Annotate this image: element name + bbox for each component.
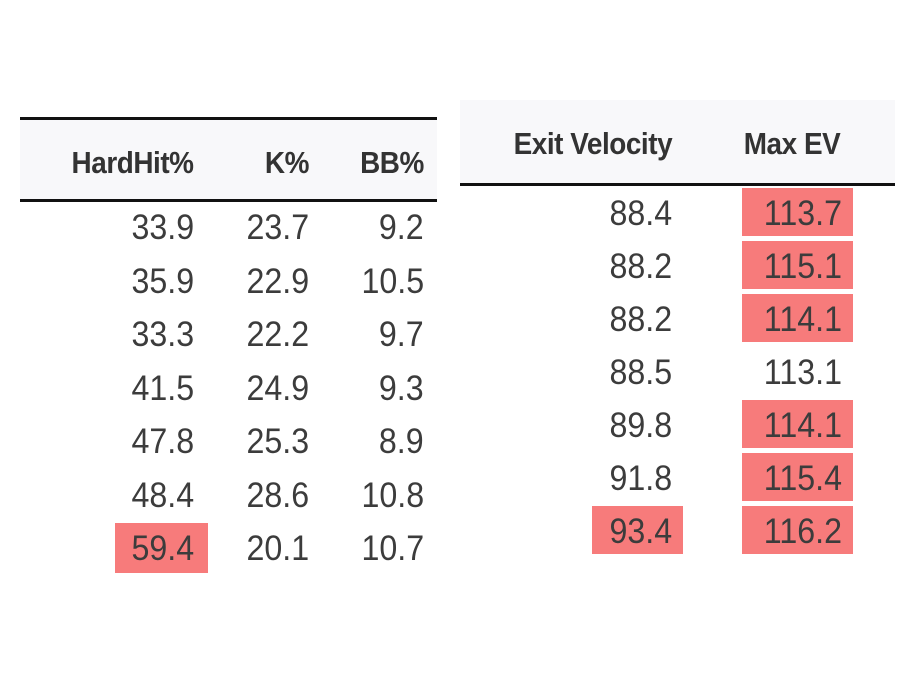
highlight-cell-bg	[115, 523, 208, 573]
cell-k-pct: 24.9	[246, 368, 309, 408]
header-max-ev: Max EV	[743, 126, 840, 161]
cell-max-ev: 116.2	[763, 512, 842, 551]
cell-bb-pct: 10.7	[361, 529, 424, 568]
cell-k-pct: 23.7	[246, 208, 309, 247]
cell-bb-pct: 9.2	[379, 208, 424, 247]
table-row: 35.9 22.9 10.5	[20, 256, 437, 310]
header-hardhit: HardHit%	[72, 145, 194, 180]
cell-max-ev: 115.4	[763, 459, 842, 498]
cell-exit-velocity: 89.8	[609, 406, 672, 445]
cell-hardhit: 33.9	[131, 208, 194, 247]
table-header: Exit Velocity Max EV	[460, 100, 895, 186]
cell-hardhit: 59.4	[131, 529, 194, 568]
table-row: 93.4 116.2	[460, 504, 895, 557]
table-row: 33.3 22.2 9.7	[20, 309, 437, 363]
cell-max-ev: 113.7	[763, 194, 842, 233]
cell-max-ev: 115.1	[763, 247, 842, 286]
cell-max-ev: 114.1	[763, 406, 842, 445]
table-row: 47.8 25.3 8.9	[20, 416, 437, 470]
cell-exit-velocity: 91.8	[609, 459, 672, 498]
cell-exit-velocity: 88.2	[609, 300, 672, 339]
table-body: 33.9 23.7 9.2 35.9 22.9 10.5 33.3 22.2 9.7 41.5 24…	[20, 202, 437, 577]
table-row: 88.2 114.1	[460, 292, 895, 345]
cell-exit-velocity: 88.5	[609, 353, 672, 392]
cell-hardhit: 33.3	[131, 315, 194, 354]
table-row: 33.9 23.7 9.2	[20, 202, 437, 256]
cell-max-ev: 113.1	[763, 353, 842, 392]
table-row: 88.2 115.1	[460, 239, 895, 292]
table-row: 59.4 20.1 10.7	[20, 523, 437, 577]
cell-hardhit: 41.5	[131, 368, 194, 408]
header-exit-velocity: Exit Velocity	[513, 126, 672, 161]
cell-bb-pct: 9.7	[379, 315, 424, 354]
highlight-cell-bg	[742, 506, 853, 554]
cell-bb-pct: 10.5	[361, 261, 424, 301]
cell-exit-velocity: 88.4	[609, 194, 672, 233]
highlight-cell-bg	[742, 453, 853, 501]
cell-bb-pct: 8.9	[379, 422, 424, 461]
right-stats-table: Exit Velocity Max EV 88.4 113.7 88.2 115.1 8…	[460, 100, 895, 557]
table-row: 88.4 113.7	[460, 186, 895, 239]
table-row: 41.5 24.9 9.3	[20, 363, 437, 417]
left-stats-table: HardHit% K% BB% 33.9 23.7 9.2 35.9 22.9 10.5 3…	[20, 117, 437, 577]
cell-hardhit: 35.9	[131, 261, 194, 301]
cell-hardhit: 47.8	[131, 422, 194, 461]
cell-hardhit: 48.4	[131, 475, 194, 515]
cell-bb-pct: 9.3	[379, 368, 424, 408]
highlight-cell-bg	[742, 241, 853, 289]
cell-max-ev: 114.1	[763, 300, 842, 339]
header-k-pct: K%	[264, 145, 310, 180]
table-header: HardHit% K% BB%	[20, 120, 437, 202]
table-row: 89.8 114.1	[460, 398, 895, 451]
cell-exit-velocity: 88.2	[609, 247, 672, 286]
cell-k-pct: 28.6	[246, 475, 309, 515]
cell-k-pct: 25.3	[246, 422, 309, 461]
cell-k-pct: 22.9	[246, 261, 309, 301]
cell-k-pct: 20.1	[246, 529, 309, 568]
cell-bb-pct: 10.8	[361, 475, 424, 515]
highlight-cell-bg	[742, 188, 853, 236]
header-bb-pct: BB%	[360, 145, 424, 180]
cell-k-pct: 22.2	[246, 315, 309, 354]
cell-exit-velocity: 93.4	[609, 512, 672, 551]
highlight-cell-bg	[592, 506, 683, 554]
table-row: 91.8 115.4	[460, 451, 895, 504]
highlight-cell-bg	[742, 294, 853, 342]
highlight-cell-bg	[742, 400, 853, 448]
table-row: 48.4 28.6 10.8	[20, 470, 437, 524]
table-body: 88.4 113.7 88.2 115.1 88.2 114.1 88.5 113.1 89.8…	[460, 186, 895, 557]
table-row: 88.5 113.1	[460, 345, 895, 398]
